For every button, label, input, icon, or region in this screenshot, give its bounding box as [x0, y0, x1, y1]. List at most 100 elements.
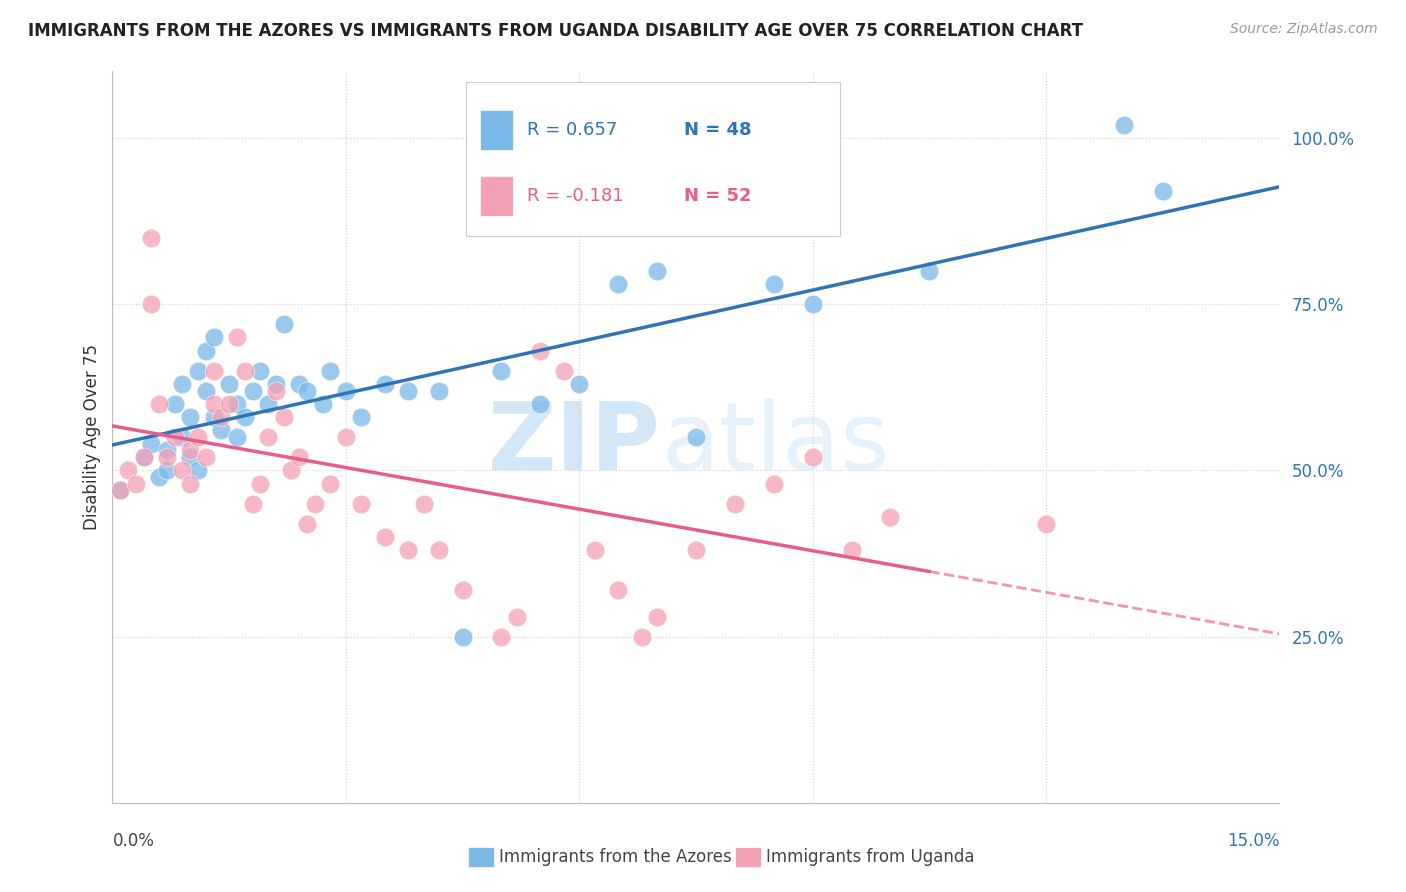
- Point: [179, 443, 201, 458]
- Text: IMMIGRANTS FROM THE AZORES VS IMMIGRANTS FROM UGANDA DISABILITY AGE OVER 75 CORR: IMMIGRANTS FROM THE AZORES VS IMMIGRANTS…: [28, 22, 1083, 40]
- Text: Immigrants from the Azores: Immigrants from the Azores: [499, 848, 733, 866]
- Point: [218, 376, 240, 391]
- Text: atlas: atlas: [661, 399, 889, 491]
- Point: [319, 476, 342, 491]
- Point: [311, 397, 333, 411]
- Point: [396, 543, 419, 558]
- Point: [249, 363, 271, 377]
- Point: [110, 483, 132, 498]
- Point: [264, 384, 287, 398]
- Point: [187, 430, 209, 444]
- Point: [141, 436, 163, 450]
- Point: [148, 397, 170, 411]
- Point: [1035, 516, 1057, 531]
- Point: [179, 410, 201, 425]
- Point: [273, 410, 295, 425]
- Text: 0.0%: 0.0%: [112, 832, 155, 850]
- Point: [187, 363, 209, 377]
- Point: [288, 376, 311, 391]
- Point: [233, 410, 256, 425]
- Point: [568, 376, 591, 391]
- Point: [762, 277, 785, 292]
- Point: [209, 410, 232, 425]
- Point: [242, 384, 264, 398]
- Point: [529, 397, 551, 411]
- Point: [295, 516, 318, 531]
- Point: [233, 363, 256, 377]
- Point: [172, 463, 194, 477]
- Point: [257, 397, 280, 411]
- Point: [141, 230, 163, 244]
- Point: [156, 463, 179, 477]
- Point: [1112, 118, 1135, 132]
- Point: [148, 470, 170, 484]
- Point: [630, 630, 652, 644]
- Point: [319, 363, 342, 377]
- Point: [607, 277, 630, 292]
- Point: [1152, 184, 1174, 198]
- Point: [264, 376, 287, 391]
- Point: [257, 430, 280, 444]
- Point: [918, 264, 941, 278]
- Point: [841, 543, 863, 558]
- Point: [132, 450, 155, 464]
- Point: [194, 343, 217, 358]
- Point: [374, 376, 396, 391]
- Point: [202, 397, 225, 411]
- Text: R = -0.181: R = -0.181: [527, 186, 623, 204]
- Point: [427, 384, 450, 398]
- Text: R = 0.657: R = 0.657: [527, 121, 617, 139]
- Point: [645, 609, 668, 624]
- Point: [801, 450, 824, 464]
- Point: [350, 497, 373, 511]
- Bar: [479, 176, 513, 216]
- Point: [304, 497, 326, 511]
- Point: [179, 450, 201, 464]
- Point: [335, 384, 357, 398]
- Point: [202, 410, 225, 425]
- Point: [396, 384, 419, 398]
- Point: [529, 343, 551, 358]
- Text: Source: ZipAtlas.com: Source: ZipAtlas.com: [1230, 22, 1378, 37]
- Point: [226, 330, 249, 344]
- Point: [110, 483, 132, 498]
- Point: [583, 543, 606, 558]
- Point: [374, 530, 396, 544]
- Point: [506, 609, 529, 624]
- Point: [172, 376, 194, 391]
- Point: [607, 582, 630, 597]
- Point: [194, 450, 217, 464]
- Point: [288, 450, 311, 464]
- Text: 15.0%: 15.0%: [1227, 832, 1279, 850]
- Point: [156, 443, 179, 458]
- Point: [451, 630, 474, 644]
- Point: [194, 384, 217, 398]
- Point: [249, 476, 271, 491]
- Point: [685, 430, 707, 444]
- Point: [125, 476, 148, 491]
- Y-axis label: Disability Age Over 75: Disability Age Over 75: [83, 344, 101, 530]
- Text: ZIP: ZIP: [488, 399, 661, 491]
- Point: [350, 410, 373, 425]
- Point: [132, 450, 155, 464]
- Point: [163, 430, 186, 444]
- Point: [179, 476, 201, 491]
- Point: [163, 397, 186, 411]
- Point: [280, 463, 302, 477]
- Point: [156, 450, 179, 464]
- Point: [218, 397, 240, 411]
- Point: [226, 430, 249, 444]
- Point: [645, 264, 668, 278]
- Text: Immigrants from Uganda: Immigrants from Uganda: [766, 848, 974, 866]
- Point: [491, 363, 513, 377]
- Point: [273, 317, 295, 331]
- Point: [412, 497, 434, 511]
- Point: [202, 363, 225, 377]
- Point: [226, 397, 249, 411]
- Point: [427, 543, 450, 558]
- Point: [553, 363, 575, 377]
- Point: [335, 430, 357, 444]
- Point: [117, 463, 139, 477]
- Bar: [479, 110, 513, 150]
- Point: [209, 424, 232, 438]
